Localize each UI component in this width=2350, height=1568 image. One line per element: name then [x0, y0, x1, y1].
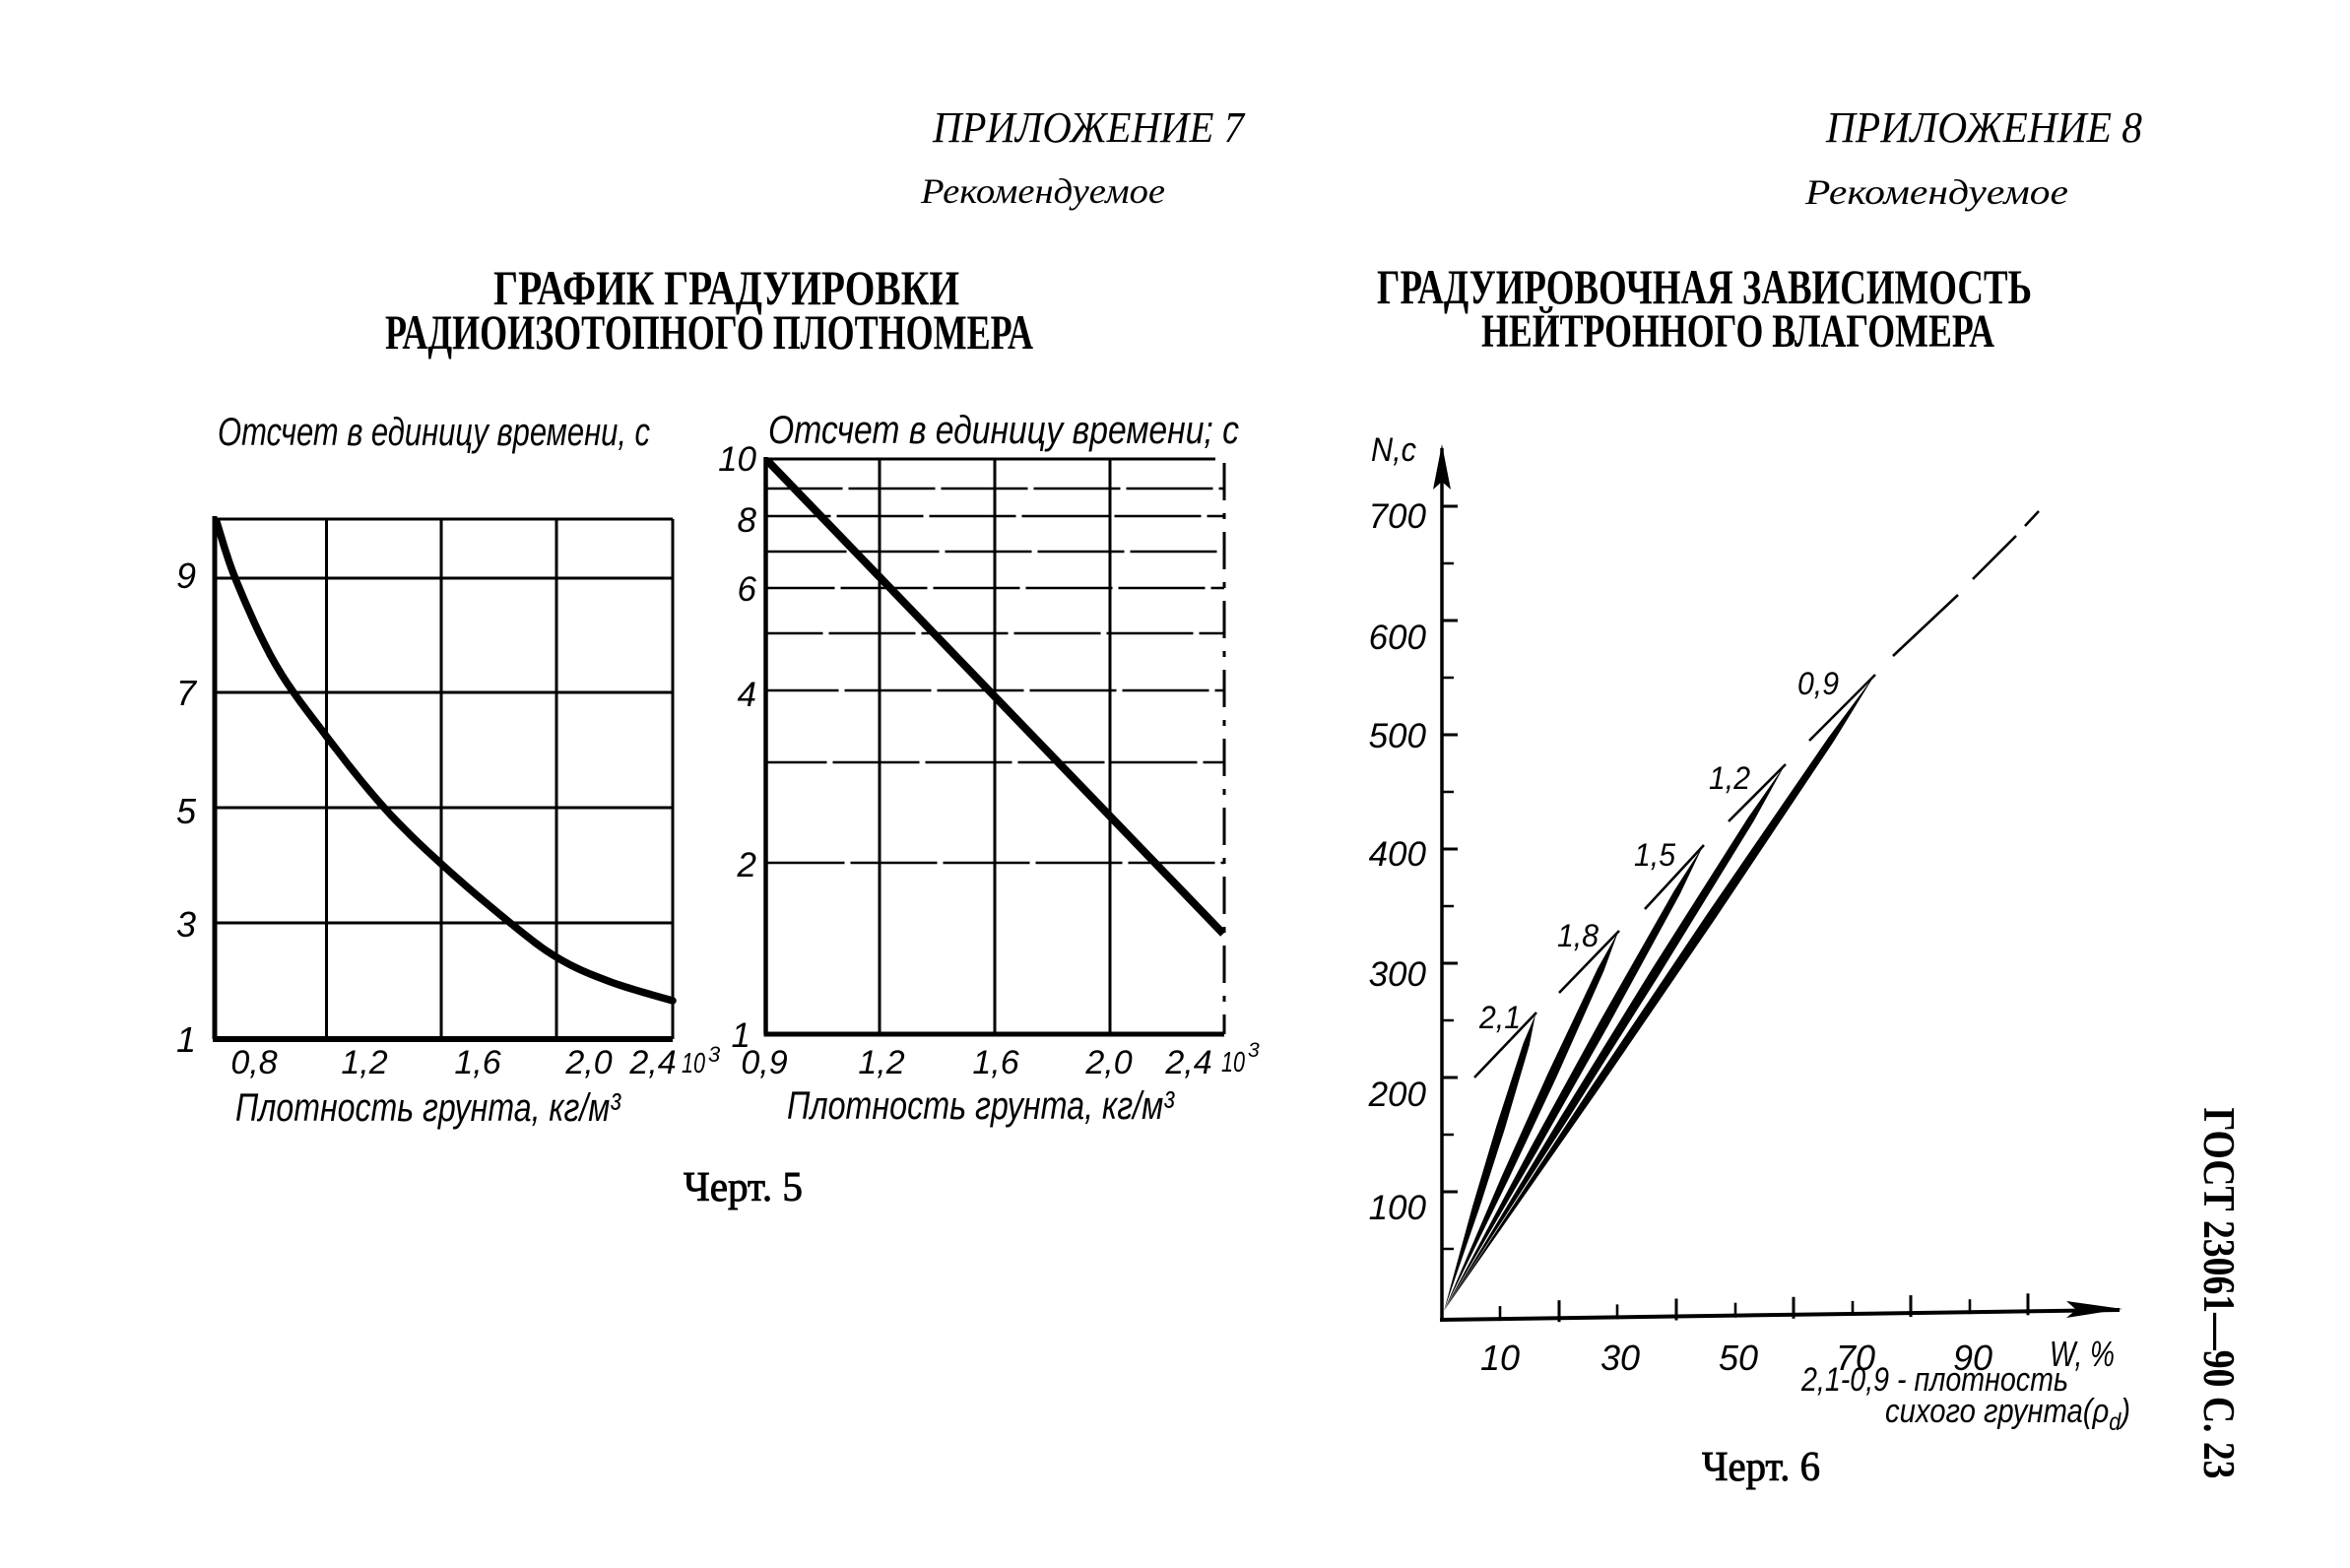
svg-text:N,с: N,с: [1371, 431, 1416, 469]
svg-text:ГОСТ 23061—90 С. 23: ГОСТ 23061—90 С. 23: [2194, 1108, 2245, 1479]
svg-text:РАДИОИЗОТОПНОГО ПЛОТНОМЕРА: РАДИОИЗОТОПНОГО ПЛОТНОМЕРА: [385, 304, 1033, 359]
svg-text:2,0: 2,0: [564, 1044, 612, 1081]
svg-text:ПРИЛОЖЕНИЕ 7: ПРИЛОЖЕНИЕ 7: [932, 103, 1246, 152]
svg-text:300: 300: [1369, 955, 1427, 994]
svg-text:Отсчет в единицу времени, с: Отсчет в единицу времени, с: [218, 411, 650, 454]
svg-text:2,1-0,9 - плотность: 2,1-0,9 - плотность: [1800, 1361, 2068, 1399]
svg-text:4: 4: [738, 676, 756, 714]
svg-text:2,0: 2,0: [1084, 1044, 1132, 1081]
svg-text:1,8: 1,8: [1557, 918, 1599, 953]
svg-text:Черт. 6: Черт. 6: [1702, 1445, 1820, 1490]
svg-text:Плотность грунта, кг/м³: Плотность грунта, кг/м³: [235, 1086, 621, 1130]
svg-text:30: 30: [1600, 1338, 1640, 1378]
svg-text:10: 10: [682, 1048, 705, 1079]
svg-text:0,9: 0,9: [1797, 666, 1839, 701]
svg-text:W, %: W, %: [2050, 1334, 2115, 1374]
svg-text:3: 3: [176, 904, 196, 945]
svg-text:9: 9: [176, 555, 196, 596]
svg-text:ГРАФИК ГРАДУИРОВКИ: ГРАФИК ГРАДУИРОВКИ: [493, 260, 959, 315]
svg-text:ПРИЛОЖЕНИЕ 8: ПРИЛОЖЕНИЕ 8: [1825, 103, 2142, 152]
svg-text:2: 2: [737, 846, 756, 884]
svg-text:600: 600: [1369, 619, 1427, 657]
svg-text:2,4: 2,4: [1164, 1044, 1211, 1081]
svg-text:сихого грунта(ρd): сихого грунта(ρd): [1885, 1393, 2130, 1436]
svg-text:50: 50: [1719, 1338, 1758, 1378]
svg-text:6: 6: [738, 570, 757, 609]
svg-text:Плотность грунта, кг/м³: Плотность грунта, кг/м³: [787, 1084, 1175, 1128]
svg-text:0,8: 0,8: [230, 1044, 277, 1081]
svg-text:7: 7: [176, 673, 198, 713]
svg-text:Отсчет в единицу времени; с: Отсчет в единицу времени; с: [768, 409, 1239, 452]
svg-text:2,1: 2,1: [1478, 1000, 1521, 1035]
svg-text:8: 8: [738, 501, 757, 540]
svg-text:Рекомендуемое: Рекомендуемое: [1804, 172, 2068, 212]
svg-text:100: 100: [1369, 1189, 1427, 1227]
svg-text:1,6: 1,6: [454, 1044, 500, 1081]
svg-text:500: 500: [1369, 717, 1427, 755]
svg-text:1,2: 1,2: [341, 1044, 387, 1081]
svg-text:ГРАДУИРОВОЧНАЯ ЗАВИСИМОСТЬ: ГРАДУИРОВОЧНАЯ ЗАВИСИМОСТЬ: [1377, 259, 2032, 314]
svg-text:10: 10: [1221, 1047, 1245, 1078]
svg-text:70: 70: [1836, 1338, 1875, 1378]
svg-text:10: 10: [1480, 1338, 1520, 1378]
svg-text:2,4: 2,4: [628, 1044, 676, 1081]
svg-text:5: 5: [176, 791, 197, 831]
svg-text:1: 1: [732, 1016, 751, 1055]
svg-text:НЕЙТРОННОГО ВЛАГОМЕРА: НЕЙТРОННОГО ВЛАГОМЕРА: [1481, 305, 1994, 358]
svg-text:1: 1: [176, 1019, 196, 1060]
svg-text:700: 700: [1369, 497, 1427, 536]
svg-text:1,2: 1,2: [858, 1044, 904, 1081]
svg-text:400: 400: [1369, 835, 1427, 874]
svg-text:200: 200: [1368, 1076, 1427, 1114]
svg-text:1,6: 1,6: [972, 1044, 1018, 1081]
svg-text:Черт. 5: Черт. 5: [684, 1165, 803, 1210]
svg-text:10: 10: [718, 440, 756, 479]
svg-text:Рекомендуемое: Рекомендуемое: [920, 171, 1165, 211]
svg-text:3: 3: [708, 1042, 721, 1067]
svg-text:1,2: 1,2: [1709, 760, 1750, 796]
svg-text:3: 3: [1248, 1039, 1260, 1062]
svg-text:1,5: 1,5: [1634, 837, 1675, 873]
svg-text:0,9: 0,9: [741, 1044, 787, 1081]
svg-text:90: 90: [1953, 1338, 1992, 1378]
